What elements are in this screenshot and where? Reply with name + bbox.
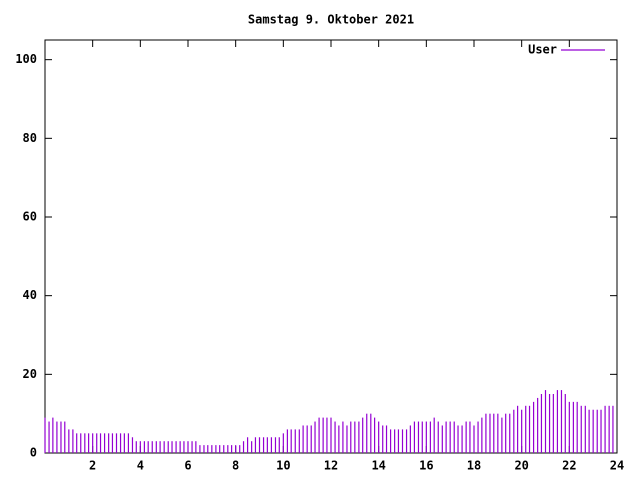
x-tick-label: 22: [562, 459, 576, 473]
y-tick-label: 80: [23, 131, 37, 145]
y-tick-label: 20: [23, 367, 37, 381]
x-tick-label: 6: [184, 459, 191, 473]
legend-label: User: [528, 43, 557, 57]
x-tick-label: 16: [419, 459, 433, 473]
chart-title: Samstag 9. Oktober 2021: [248, 13, 414, 27]
y-tick-label: 40: [23, 288, 37, 302]
plot-border: [44, 39, 618, 454]
x-tick-label: 18: [467, 459, 481, 473]
x-tick-label: 8: [232, 459, 239, 473]
x-tick-label: 12: [324, 459, 338, 473]
y-tick-label: 0: [30, 446, 37, 460]
x-tick-label: 4: [137, 459, 144, 473]
x-tick-label: 14: [371, 459, 385, 473]
x-tick-label: 10: [276, 459, 290, 473]
y-tick-label: 100: [15, 52, 37, 66]
y-tick-label: 60: [23, 210, 37, 224]
x-tick-label: 24: [610, 459, 624, 473]
x-tick-label: 2: [89, 459, 96, 473]
x-tick-label: 20: [514, 459, 528, 473]
